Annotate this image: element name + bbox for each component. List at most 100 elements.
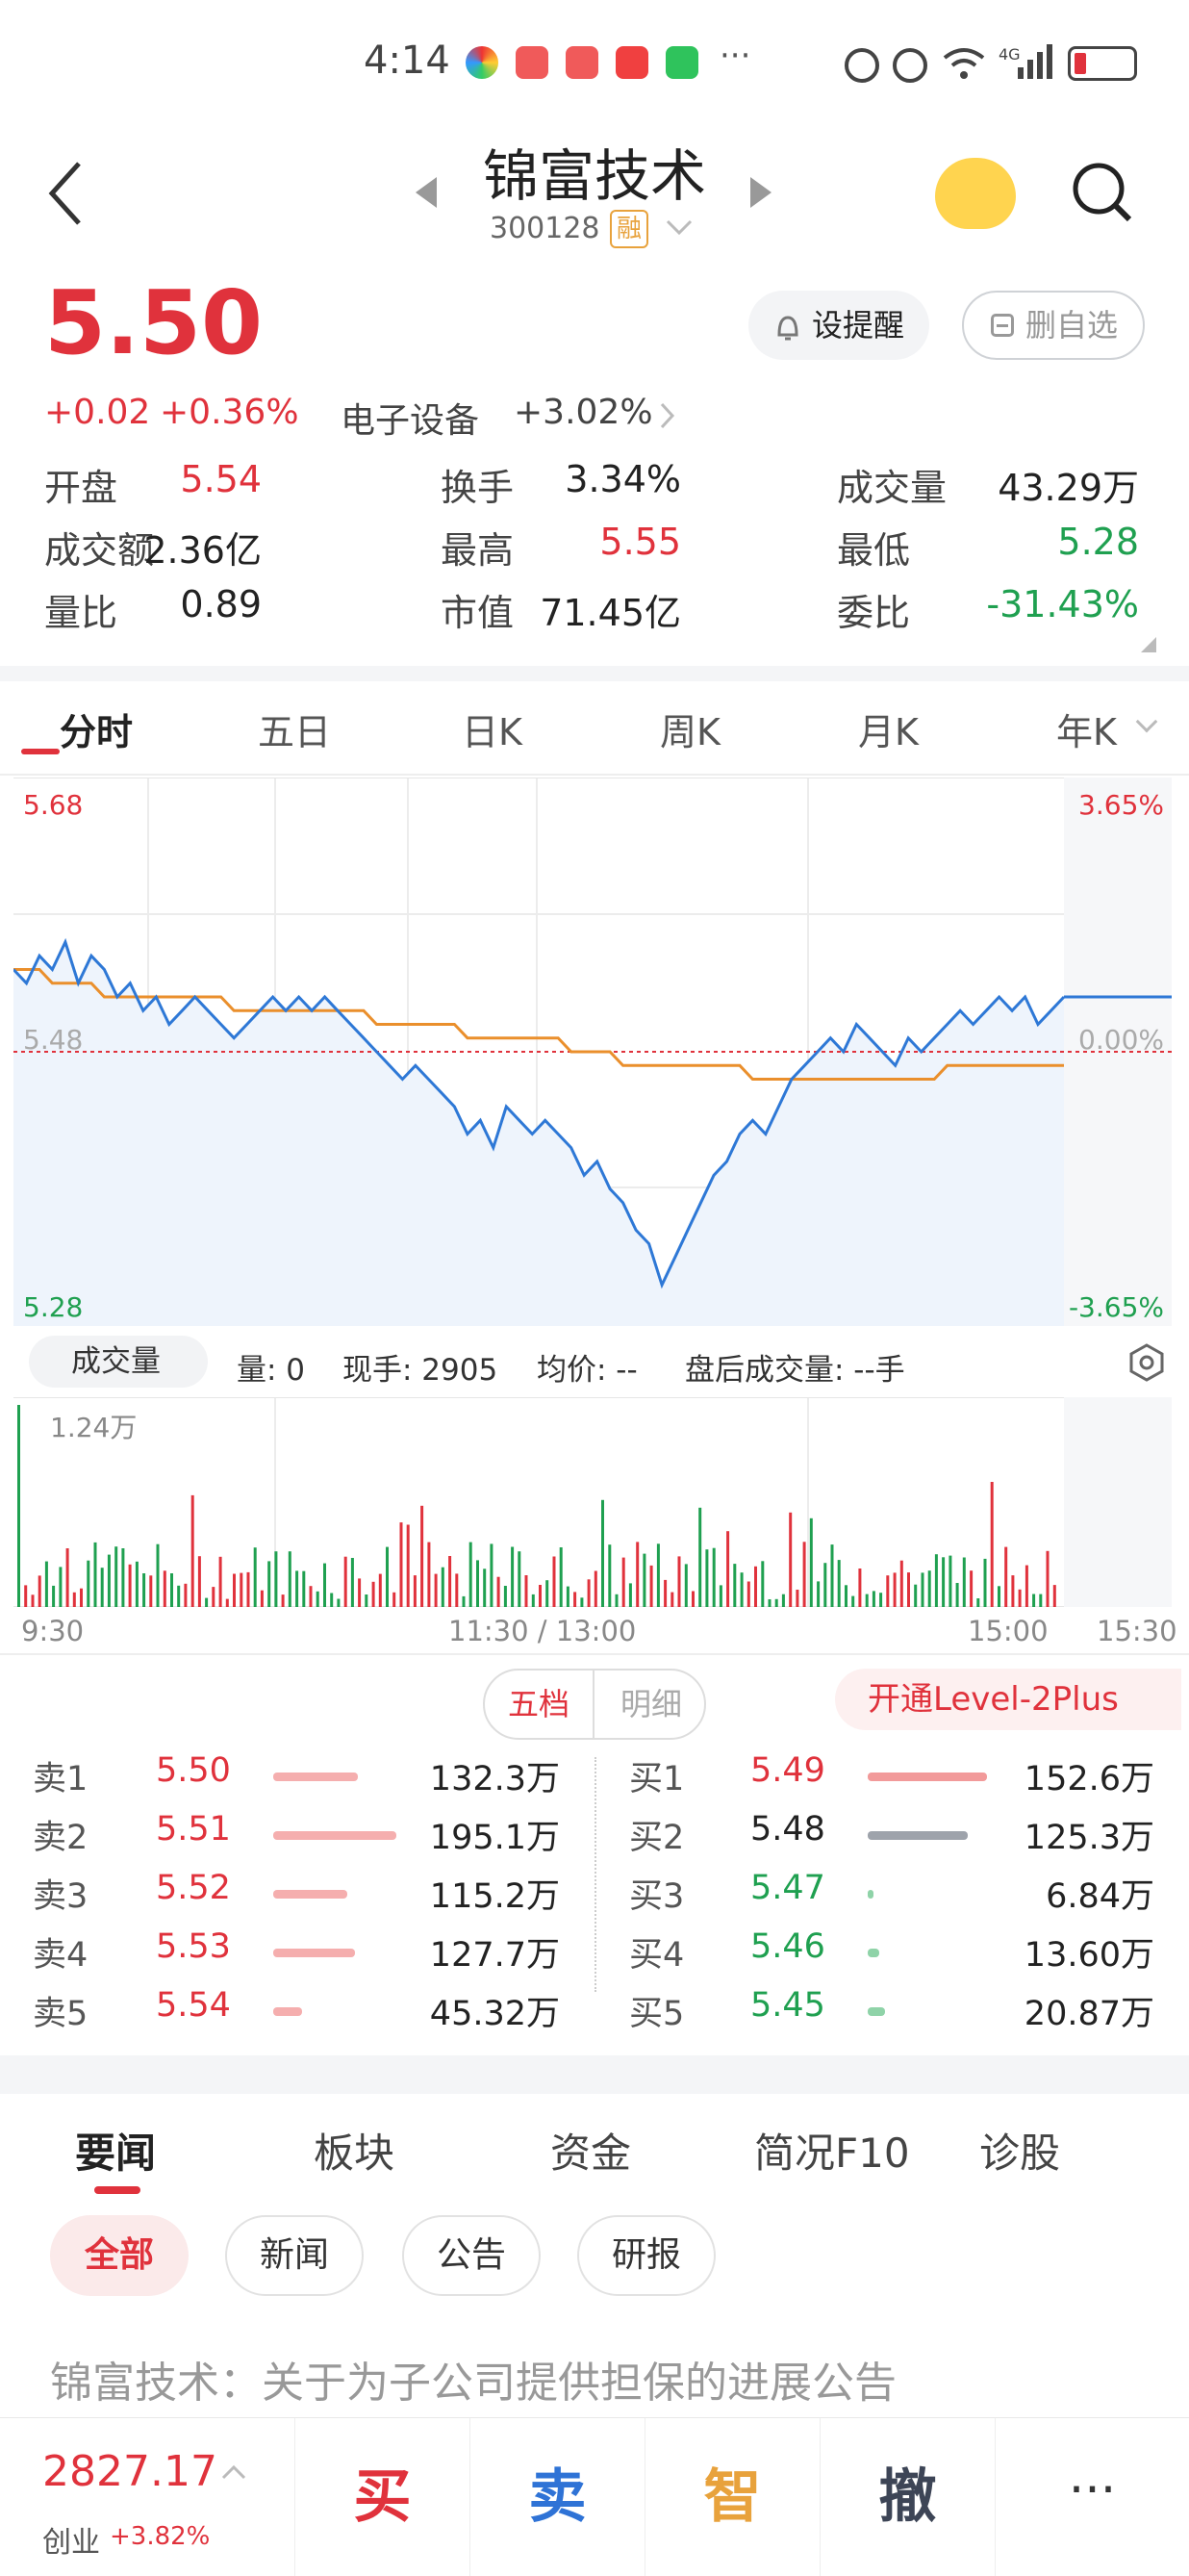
volume-bar (358, 1578, 362, 1607)
volume-bar (664, 1579, 668, 1607)
sell-button[interactable]: 卖 (469, 2418, 645, 2576)
mascot-icon[interactable] (935, 158, 1016, 229)
volume-bar (190, 1494, 194, 1607)
volume-bar (302, 1570, 306, 1607)
volume-bar (149, 1575, 153, 1607)
cancel-order-button[interactable]: 撤 (820, 2418, 995, 2576)
volume-bar (858, 1569, 862, 1607)
volume-bar (142, 1573, 146, 1607)
quote-label: 量比 (44, 592, 118, 634)
intraday-chart[interactable]: 5.68 5.28 3.65% -3.65% 5.48 0.00% (12, 777, 1172, 1327)
news-tab-0[interactable]: 要闻 (75, 2130, 157, 2177)
buy-volume: 20.87万 (1024, 1995, 1154, 2033)
volume-bar (643, 1553, 646, 1607)
time-label: 9:30 (21, 1615, 85, 1647)
volume-bar (1046, 1550, 1050, 1607)
divider (0, 2055, 1189, 2094)
news-tab-1[interactable]: 板块 (314, 2130, 395, 2177)
volume-bar (128, 1564, 132, 1607)
level2-label: 开通Level-2Plus (868, 1680, 1119, 1719)
wechat-icon (666, 46, 698, 79)
volume-bar (455, 1573, 459, 1607)
set-alert-button[interactable]: 设提醒 (748, 291, 929, 360)
buy-price: 5.47 (750, 1869, 825, 1907)
volume-chart[interactable]: 1.24万 (13, 1396, 1172, 1608)
volume-bar (392, 1592, 396, 1607)
volume-bar (628, 1583, 632, 1607)
chevron-down-icon[interactable] (1135, 710, 1158, 733)
quote-label: 市值 (441, 592, 515, 634)
quote-label: 开盘 (44, 467, 118, 509)
tab-5[interactable]: 年K (1056, 711, 1117, 753)
clock: 4:14 (364, 38, 450, 83)
volume-bar (615, 1594, 619, 1607)
tab-details[interactable]: 明细 (620, 1686, 682, 1722)
volume-bar (65, 1548, 69, 1607)
news-tab-2[interactable]: 资金 (550, 2130, 632, 2177)
more-button[interactable]: ··· (995, 2418, 1189, 2576)
intraday-chart-svg (12, 777, 1172, 1327)
volume-bar (636, 1542, 640, 1607)
sell-volume: 132.3万 (429, 1760, 560, 1798)
buy-volume-bar (868, 2007, 885, 2016)
set-alert-label: 设提醒 (812, 307, 905, 344)
news-filter-0[interactable]: 全部 (50, 2215, 189, 2296)
tab-five-levels[interactable]: 五档 (485, 1671, 594, 1738)
news-filter-3[interactable]: 研报 (577, 2215, 716, 2296)
prev-stock-icon[interactable] (412, 173, 441, 212)
volume-bar (851, 1595, 855, 1607)
volume-bar (330, 1593, 334, 1607)
news-headline[interactable]: 锦富技术：关于为子公司提供担保的进展公告 (50, 2359, 897, 2408)
search-icon[interactable] (1070, 160, 1133, 227)
volume-bar (531, 1594, 535, 1607)
tab-0[interactable]: 分时 (60, 711, 134, 753)
sell-volume-bar (273, 1890, 347, 1899)
news-tab-3[interactable]: 简况F10 (754, 2130, 910, 2177)
index-value[interactable]: 2827.17 (42, 2447, 217, 2496)
price-high-label: 5.68 (23, 789, 84, 821)
volume-mode-dropdown[interactable]: 成交量 (29, 1336, 208, 1388)
chevron-up-icon[interactable] (221, 2464, 246, 2480)
volume-bar (462, 1595, 466, 1607)
quote-value: 5.54 (180, 458, 262, 500)
volume-bar (886, 1575, 890, 1607)
time-label: 11:30 / 13:00 (448, 1615, 637, 1647)
tab-1[interactable]: 五日 (258, 711, 332, 753)
stock-name: 锦富技术 (482, 143, 706, 209)
stock-code: 300128 (490, 212, 600, 245)
buy-button[interactable]: 买 (294, 2418, 469, 2576)
news-filter-2[interactable]: 公告 (402, 2215, 541, 2296)
bottom-trade-bar: 2827.17 创业 +3.82% 买 卖 智 撤 ··· (0, 2417, 1189, 2576)
next-stock-icon[interactable] (746, 173, 775, 212)
tab-4[interactable]: 月K (858, 711, 919, 753)
quote-label: 委比 (837, 592, 911, 634)
remove-watchlist-button[interactable]: 删自选 (962, 291, 1145, 360)
volume-bar (295, 1570, 299, 1607)
chevron-right-icon[interactable] (660, 402, 675, 429)
smart-button[interactable]: 智 (645, 2418, 820, 2576)
expand-corner-icon[interactable] (1139, 635, 1158, 654)
tab-2[interactable]: 日K (462, 711, 522, 753)
time-label: 15:30 (1097, 1615, 1177, 1647)
volume-bar (879, 1593, 883, 1607)
sell-price: 5.52 (156, 1869, 231, 1907)
volume-bar (809, 1518, 813, 1607)
level2-button[interactable]: 开通Level-2Plus (835, 1669, 1181, 1730)
volume-bar (768, 1599, 772, 1607)
tab-3[interactable]: 周K (660, 711, 721, 753)
volume-bar (93, 1542, 97, 1607)
settings-icon[interactable] (1127, 1343, 1166, 1382)
index-pct: +3.82% (110, 2522, 211, 2551)
news-tab-4[interactable]: 诊股 (979, 2130, 1061, 2177)
volume-bar (726, 1531, 730, 1607)
sector-change[interactable]: +3.02% (514, 393, 653, 432)
volume-max-label: 1.24万 (50, 1412, 138, 1443)
avg-price-line (13, 968, 1064, 1081)
chevron-down-icon[interactable] (666, 219, 693, 237)
news-filter-1[interactable]: 新闻 (225, 2215, 364, 2296)
volume-bar (420, 1505, 424, 1607)
volume-bar (121, 1548, 125, 1607)
back-icon[interactable] (46, 160, 85, 227)
volume-bar (156, 1543, 160, 1607)
sector-name[interactable]: 电子设备 (341, 401, 480, 441)
